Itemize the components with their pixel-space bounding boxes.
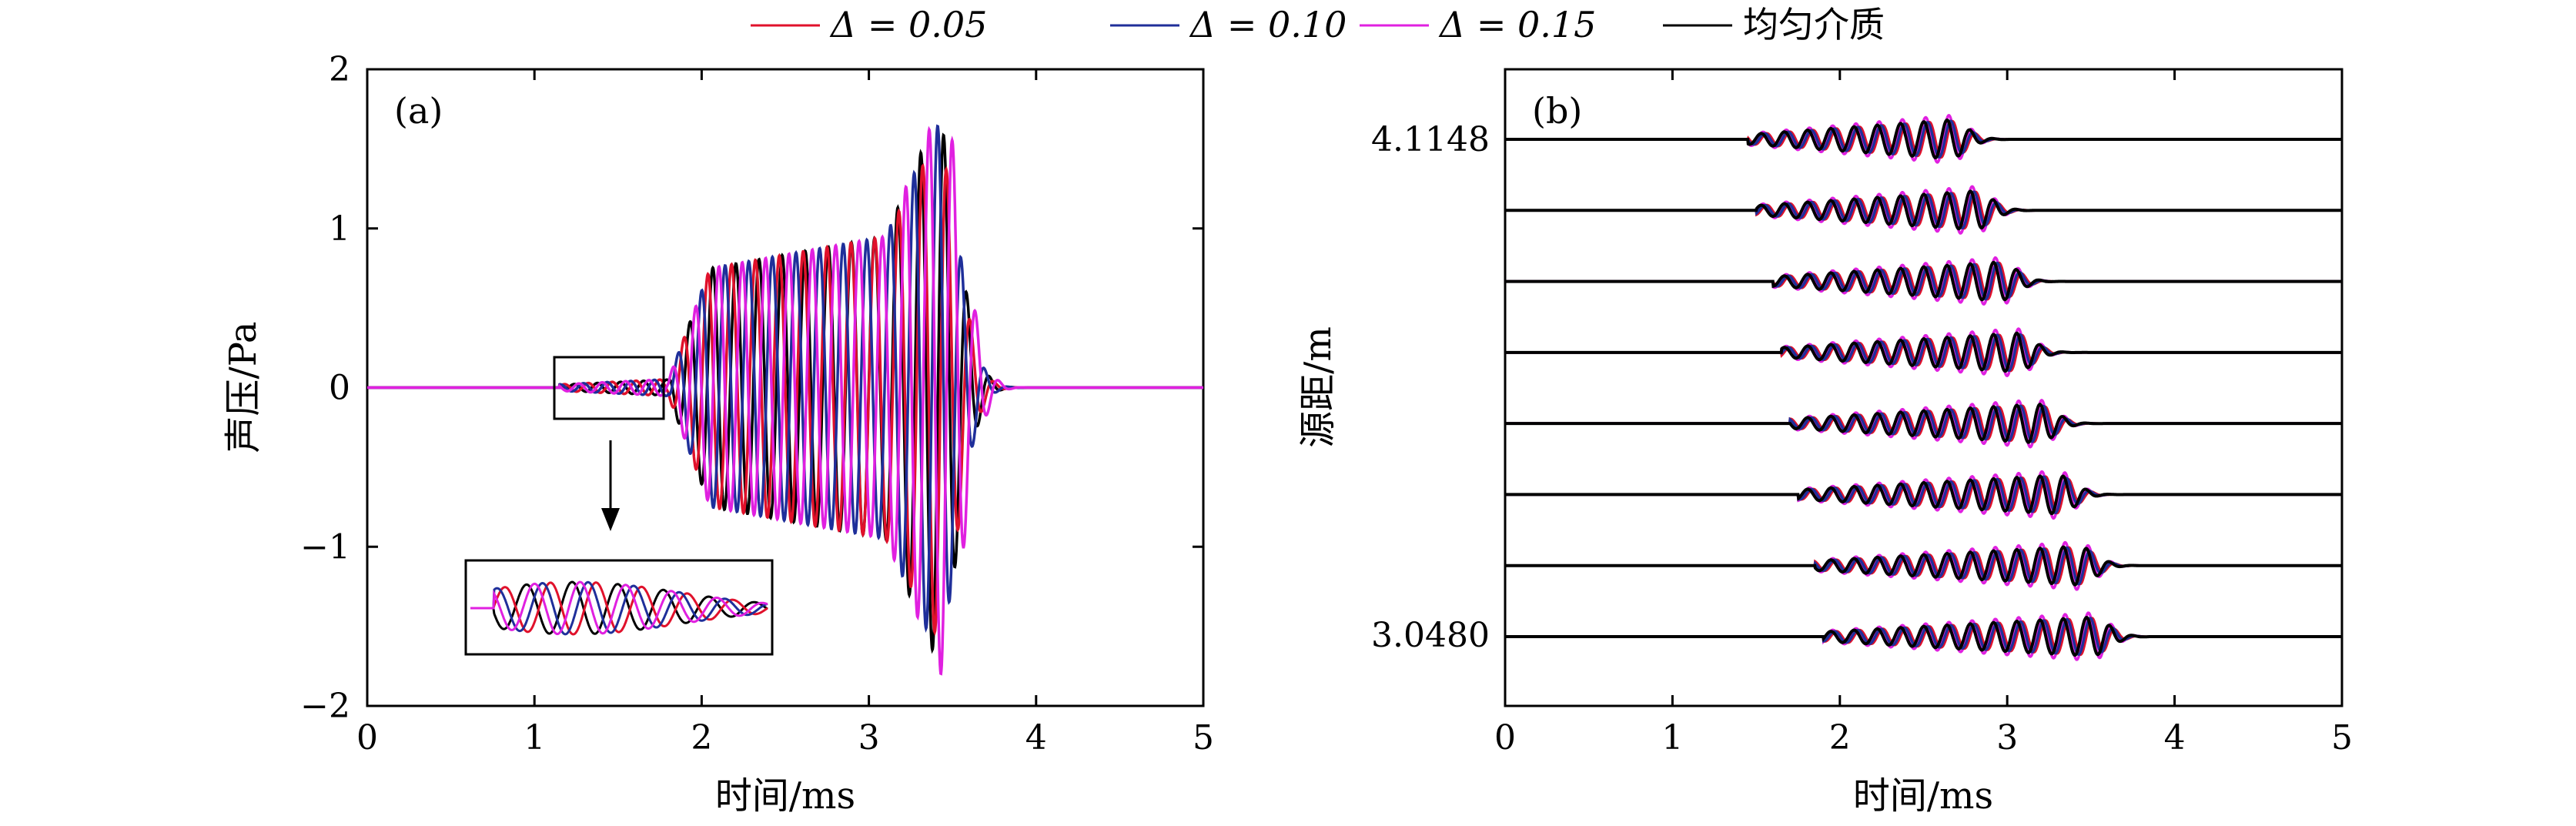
inset-waveforms <box>470 580 768 636</box>
trace-line-b <box>1505 545 2342 587</box>
inset-series-line <box>470 580 768 636</box>
trace-line-b <box>1505 119 2342 159</box>
trace-line-b <box>1505 260 2342 302</box>
y-tick-label-a: 1 <box>329 209 350 249</box>
inset-series-line <box>470 580 768 635</box>
inset-source-box <box>553 356 665 420</box>
x-tick-label-a: 2 <box>691 718 712 757</box>
legend-label: Δ = 0.10 <box>1189 4 1347 45</box>
x-tick-label-a: 4 <box>1025 718 1047 757</box>
x-tick-label-a: 5 <box>1193 718 1214 757</box>
x-tick-label-b: 4 <box>2164 718 2186 757</box>
x-tick-label-b: 5 <box>2331 718 2353 757</box>
panel-label-a: (a) <box>394 90 443 132</box>
y-tick-label-top-b: 4.1148 <box>1371 120 1490 159</box>
trace-line-b <box>1505 403 2342 444</box>
series-line-a <box>367 125 1203 676</box>
y-tick-label-a: 2 <box>329 50 350 89</box>
legend-item: Δ = 0.15 <box>1360 4 1596 45</box>
panel-b: 0 1 2 3 4 5 (b) 4.1148 3.0480 时间/ms 源距/m <box>1296 68 2353 818</box>
x-tick-label-b: 2 <box>1829 718 1851 757</box>
trace-line-b <box>1505 615 2342 657</box>
trace-line-b <box>1505 331 2342 373</box>
x-tick-label-a: 3 <box>858 718 880 757</box>
y-axis-label-b: 源距/m <box>1296 326 1340 448</box>
legend-item: 均匀介质 <box>1663 4 1885 45</box>
ticks-a: 0 1 2 3 4 5 −2 −1 0 1 2 <box>300 50 1214 757</box>
x-tick-label-a: 1 <box>524 718 545 757</box>
inset-frame <box>464 559 774 656</box>
y-tick-label-bottom-b: 3.0480 <box>1371 616 1490 655</box>
inset-series-line <box>470 580 768 636</box>
ticks-b: 0 1 2 3 4 5 <box>1494 69 2353 757</box>
trace-line-b <box>1505 189 2342 231</box>
x-axis-label-b: 时间/ms <box>1853 774 1993 818</box>
legend-label: Δ = 0.15 <box>1438 4 1596 45</box>
x-tick-label-b: 3 <box>1996 718 2018 757</box>
y-axis-label-a: 声压/Pa <box>222 322 265 453</box>
legend: Δ = 0.05 Δ = 0.10 Δ = 0.15 均匀介质 <box>751 4 1885 45</box>
x-tick-label-a: 0 <box>356 718 378 757</box>
legend-item: Δ = 0.10 <box>1110 4 1347 45</box>
panel-label-b: (b) <box>1532 90 1582 132</box>
x-axis-label-a: 时间/ms <box>715 774 855 818</box>
legend-label: Δ = 0.05 <box>829 4 987 45</box>
trace-line-b <box>1505 474 2342 516</box>
legend-item: Δ = 0.05 <box>751 4 987 45</box>
y-tick-label-a: 0 <box>329 369 350 408</box>
y-tick-label-a: −1 <box>300 527 350 567</box>
panel-a: 0 1 2 3 4 5 −2 −1 0 1 2 (a) 时间/ms 声压/Pa <box>222 50 1214 818</box>
waveforms-b <box>1505 114 2342 661</box>
x-tick-label-b: 0 <box>1494 718 1516 757</box>
waveforms-a <box>367 124 1203 676</box>
y-tick-label-a: −2 <box>300 687 350 726</box>
inset-arrow-head <box>601 508 620 531</box>
plot-frame-b <box>1504 68 2343 707</box>
x-tick-label-b: 1 <box>1661 718 1683 757</box>
legend-label: 均匀介质 <box>1743 4 1885 45</box>
